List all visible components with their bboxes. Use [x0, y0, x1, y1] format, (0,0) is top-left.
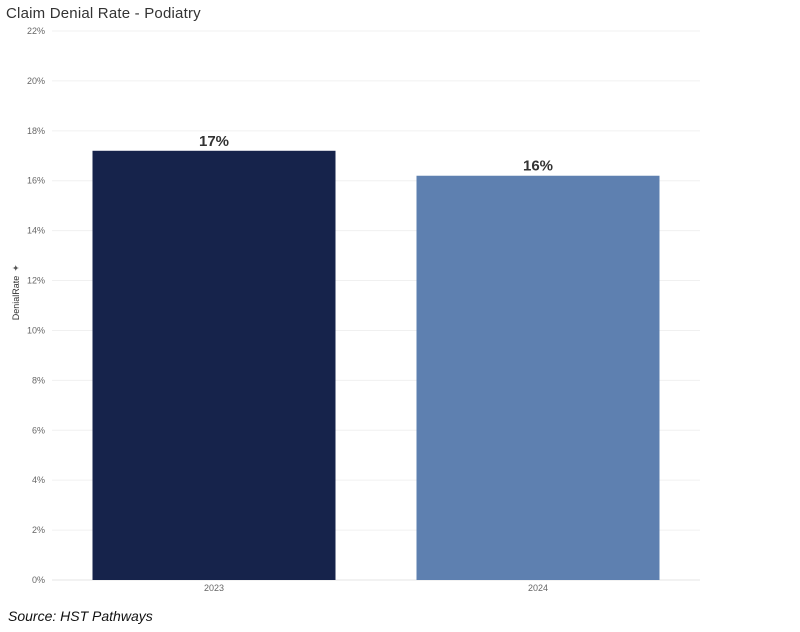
pin-icon: ✦	[11, 264, 21, 272]
y-tick-label: 0%	[32, 575, 45, 585]
bar-chart: 0% 2% 4% 6% 8% 10% 12% 14% 16% 18% 20% 22% 17% 16% 2…	[11, 26, 700, 593]
bar-2023[interactable]	[92, 150, 336, 581]
data-label-2024: 16%	[523, 158, 553, 175]
y-tick-label: 10%	[27, 325, 45, 335]
source-note: Source: HST Pathways	[8, 608, 153, 624]
y-tick-label: 20%	[27, 76, 45, 86]
y-tick-label: 12%	[27, 276, 45, 286]
y-axis-label: DenialRate	[11, 276, 21, 321]
x-axis-ticks: 2023 2024	[204, 583, 548, 593]
y-tick-label: 2%	[32, 525, 45, 535]
y-axis-label-group: DenialRate ✦	[11, 264, 21, 320]
bar-2024[interactable]	[416, 175, 660, 580]
data-label-2023: 17%	[199, 133, 229, 150]
y-tick-label: 14%	[27, 226, 45, 236]
y-tick-label: 16%	[27, 176, 45, 186]
y-axis-ticks: 0% 2% 4% 6% 8% 10% 12% 14% 16% 18% 20% 22%	[27, 26, 45, 585]
y-tick-label: 6%	[32, 425, 45, 435]
y-tick-label: 18%	[27, 126, 45, 136]
y-tick-label: 8%	[32, 375, 45, 385]
y-tick-label: 22%	[27, 26, 45, 36]
chart-title: Claim Denial Rate - Podiatry	[6, 5, 201, 22]
x-tick-label: 2024	[528, 583, 548, 593]
bars: 17% 16%	[92, 133, 660, 581]
y-tick-label: 4%	[32, 475, 45, 485]
x-tick-label: 2023	[204, 583, 224, 593]
